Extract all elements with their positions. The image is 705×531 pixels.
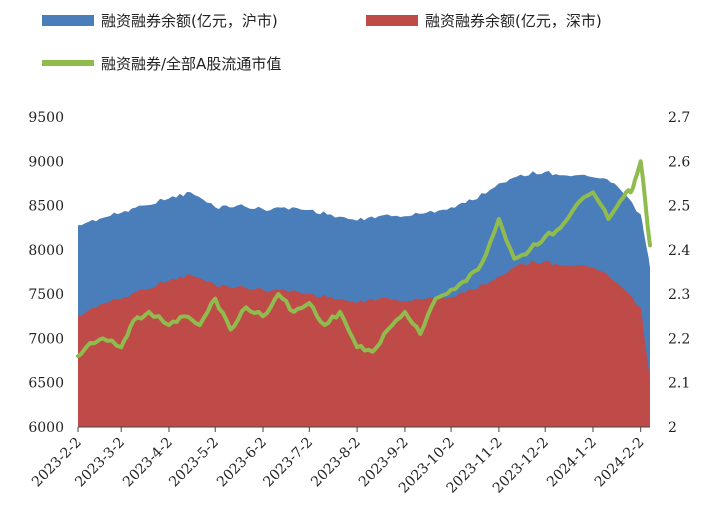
x-tick-label: 2023-6-2: [214, 435, 270, 491]
y-left-tick-label: 7500: [28, 287, 64, 303]
y-left-tick-label: 8500: [28, 199, 64, 215]
x-tick-label: 2023-4-2: [120, 435, 176, 491]
y-axis-left: 6000 6500 7000 7500 8000 8500 9000 9500: [28, 110, 64, 436]
legend-label-ratio: 融资融券/全部A股流通市值: [101, 55, 281, 73]
x-tick-label: 2024-2-2: [592, 435, 648, 491]
y-left-tick-label: 8000: [28, 243, 64, 259]
y-left-tick-label: 9500: [28, 110, 64, 126]
x-axis: 2023-2-22023-3-22023-4-22023-5-22023-6-2…: [29, 427, 648, 497]
area-sz: [78, 260, 650, 427]
legend-swatch-sh: [42, 15, 94, 26]
x-tick-label: 2024-1-2: [544, 435, 600, 491]
y-right-tick-label: 2.4: [668, 243, 690, 259]
y-right-tick-label: 2.3: [668, 287, 690, 303]
plot-areas: [78, 171, 650, 427]
y-right-tick-label: 2.1: [668, 376, 690, 392]
x-tick-label: 2023-5-2: [166, 435, 222, 491]
legend-swatch-sz: [366, 15, 418, 26]
y-right-tick-label: 2.7: [668, 110, 690, 126]
y-axis-right: 2 2.1 2.2 2.3 2.4 2.5 2.6 2.7: [668, 110, 690, 436]
y-right-tick-label: 2: [668, 420, 677, 436]
plot-lines: [76, 159, 652, 359]
line-ratio: [76, 159, 652, 359]
x-tick-label: 2023-7-2: [260, 435, 316, 491]
y-left-tick-label: 6000: [28, 420, 64, 436]
x-tick-label: 2023-8-2: [308, 435, 364, 491]
y-right-tick-label: 2.6: [668, 154, 690, 170]
y-right-tick-label: 2.5: [668, 199, 690, 215]
y-left-tick-label: 7000: [28, 331, 64, 347]
legend: 融资融券余额(亿元，沪市) 融资融券余额(亿元，深市) 融资融券/全部A股流通市…: [42, 12, 602, 73]
y-right-tick-label: 2.2: [668, 331, 690, 347]
legend-label-sh: 融资融券余额(亿元，沪市): [101, 12, 278, 30]
y-left-tick-label: 9000: [28, 154, 64, 170]
legend-label-sz: 融资融券余额(亿元，深市): [425, 12, 602, 30]
y-left-tick-label: 6500: [28, 376, 64, 392]
